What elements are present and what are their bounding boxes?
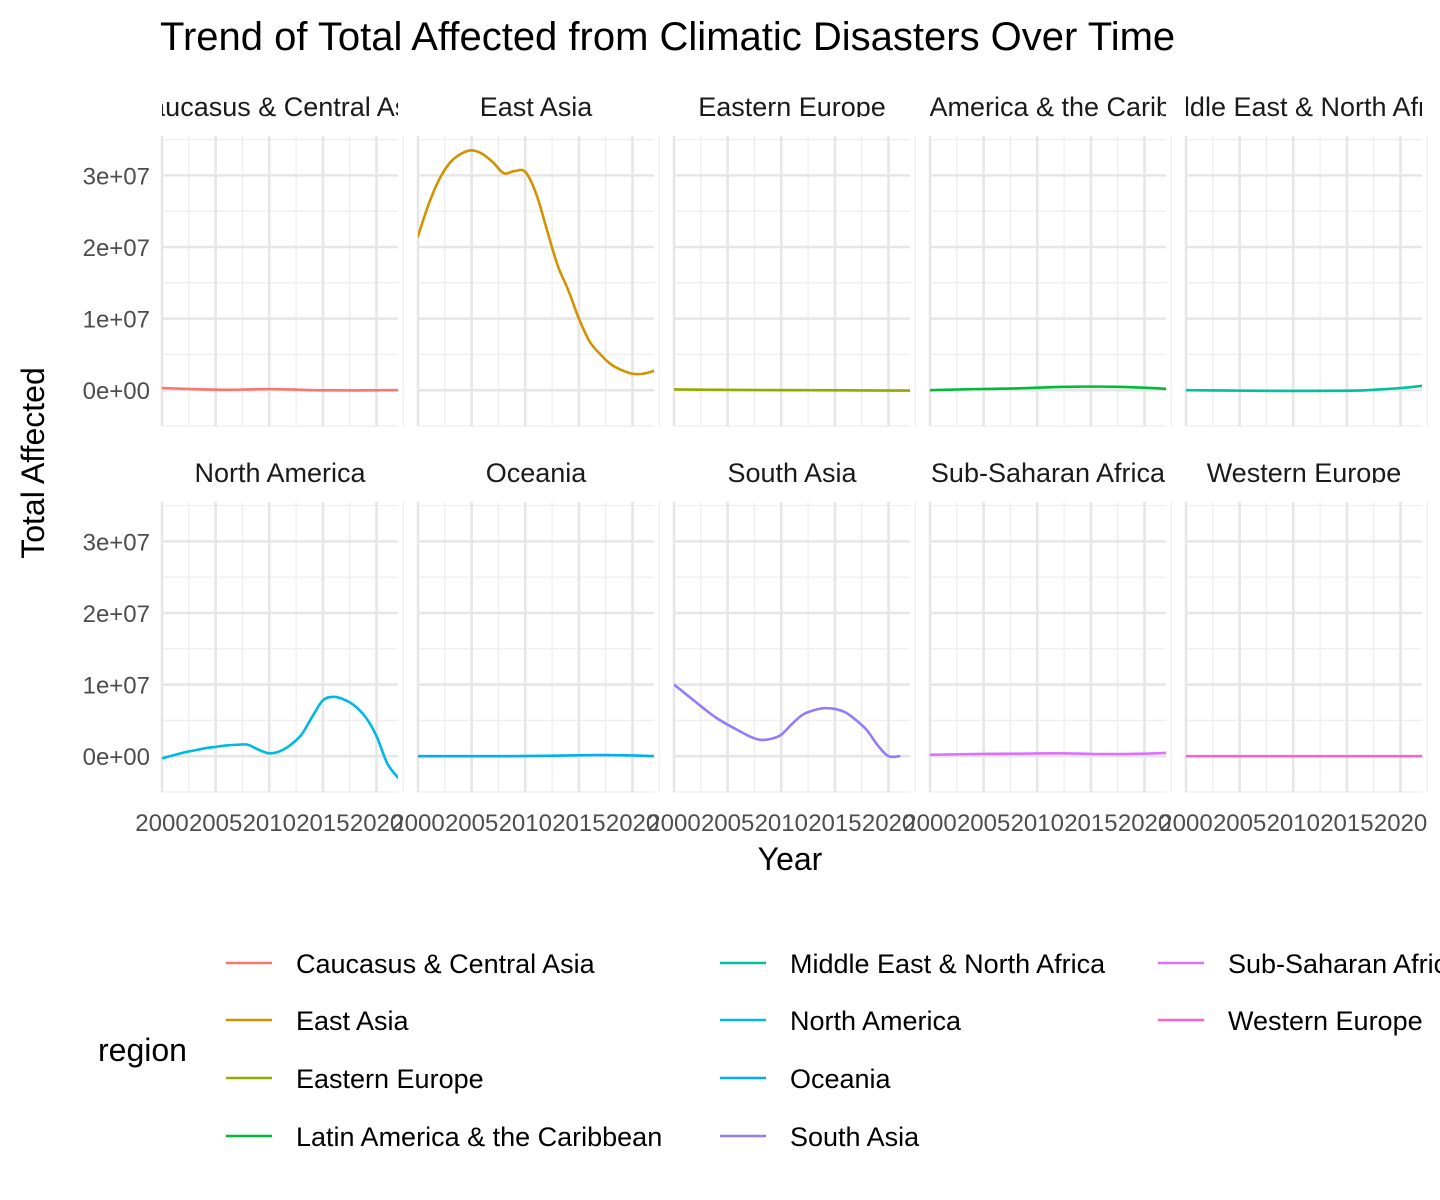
legend-label: Sub-Saharan Africa: [1228, 949, 1440, 979]
series-line: [418, 149, 654, 376]
legend-item: Oceania: [720, 1064, 892, 1094]
series-line: [930, 385, 1166, 392]
facet-strip-label: Western Europe: [1207, 458, 1402, 488]
y-tick-label: 2e+07: [83, 235, 150, 262]
facet-panel: Oceania 2000 2005 2010 2015 2020: [391, 458, 661, 837]
facet-strip-label: Oceania: [486, 458, 588, 488]
legend-label: Caucasus & Central Asia: [296, 949, 596, 979]
series-line: [162, 695, 398, 779]
x-tick-label: 2000: [1159, 810, 1212, 837]
x-tick-label: 2005: [189, 810, 242, 837]
series-line: [930, 751, 1166, 757]
x-tick-label: 2000: [391, 810, 444, 837]
x-tick-label: 2015: [552, 810, 605, 837]
legend-item: Caucasus & Central Asia: [226, 949, 596, 979]
series-line: [674, 683, 901, 759]
facet-panel: Western Europe 2000 2005 2010 2015 2020: [1159, 458, 1429, 837]
x-tick-label: 2015: [1064, 810, 1117, 837]
facet-panel: Latin America & the Caribbean: [865, 92, 1231, 427]
x-tick-label: 2005: [701, 810, 754, 837]
series-line: [418, 753, 654, 758]
facet-strip-label: Sub-Saharan Africa: [931, 458, 1166, 488]
x-tick-label: 2010: [243, 810, 296, 837]
x-tick-label: 2010: [499, 810, 552, 837]
y-tick-label: 2e+07: [83, 601, 150, 628]
x-tick-label: 2000: [647, 810, 700, 837]
x-tick-label: 2000: [135, 810, 188, 837]
facet-strip-label: Latin America & the Caribbean: [865, 92, 1231, 122]
y-tick-label: 3e+07: [83, 163, 150, 190]
legend-label: Middle East & North Africa: [790, 949, 1106, 979]
legend: region Caucasus & Central Asia East Asia E…: [98, 949, 1440, 1152]
facet-panel: Middle East & North Africa: [1146, 92, 1440, 427]
legend-item: Sub-Saharan Africa: [1158, 949, 1440, 979]
x-tick-label: 2005: [1213, 810, 1266, 837]
chart-title: Trend of Total Affected from Climatic Di…: [160, 15, 1175, 59]
x-tick-label: 2005: [445, 810, 498, 837]
y-tick-label: 0e+00: [83, 744, 150, 771]
legend-label: South Asia: [790, 1122, 920, 1152]
legend-item: Latin America & the Caribbean: [226, 1122, 662, 1152]
facet-strip-label: North America: [194, 458, 366, 488]
x-tick-label: 2010: [755, 810, 808, 837]
x-tick-label: 2015: [296, 810, 349, 837]
series-line: [674, 388, 910, 392]
facet-panel: South Asia 2000 2005 2010 2015 2020: [647, 458, 917, 837]
x-tick-label: 2015: [808, 810, 861, 837]
legend-item: North America: [720, 1006, 962, 1036]
y-tick-label: 1e+07: [83, 673, 150, 700]
facet-panel: East Asia: [416, 92, 661, 427]
facet-panel: North America 0e+00 1e+07 2e+07 3e+07 2000 200…: [83, 458, 405, 837]
facet-panel: Caucasus & Central Asia 0e+00 1e+07 2e+07 3e…: [83, 92, 431, 427]
facet-strip-label: Eastern Europe: [698, 92, 886, 122]
series-line: [1186, 384, 1422, 393]
legend-label: North America: [790, 1006, 962, 1036]
x-tick-label: 2010: [1011, 810, 1064, 837]
y-tick-label: 3e+07: [83, 529, 150, 556]
facet-panel: Sub-Saharan Africa 2000 2005 2010 2015 2020: [903, 458, 1173, 837]
x-tick-label: 2000: [903, 810, 956, 837]
series-line: [162, 386, 398, 392]
y-tick-label: 1e+07: [83, 307, 150, 334]
y-tick-label: 0e+00: [83, 378, 150, 405]
legend-label: Western Europe: [1228, 1006, 1423, 1036]
y-axis-title: Total Affected: [15, 367, 51, 559]
x-tick-label: 2020: [862, 810, 915, 837]
x-tick-label: 2015: [1320, 810, 1373, 837]
legend-item: East Asia: [226, 1006, 410, 1036]
facet-strip-label: Middle East & North Africa: [1146, 92, 1440, 122]
facet-panels: Caucasus & Central Asia 0e+00 1e+07 2e+07 3e…: [83, 92, 1440, 837]
legend-label: Oceania: [790, 1064, 892, 1094]
legend-item: Middle East & North Africa: [720, 949, 1106, 979]
legend-item: Eastern Europe: [226, 1064, 484, 1094]
legend-item: South Asia: [720, 1122, 920, 1152]
x-tick-label: 2020: [1374, 810, 1427, 837]
facet-strip-label: South Asia: [727, 458, 857, 488]
facet-strip-label: Caucasus & Central Asia: [131, 92, 431, 122]
x-tick-label: 2020: [606, 810, 659, 837]
facet-panel: Eastern Europe: [672, 92, 917, 427]
x-tick-label: 2020: [1118, 810, 1171, 837]
legend-title: region: [98, 1032, 187, 1068]
legend-label: Eastern Europe: [296, 1064, 484, 1094]
x-axis-title: Year: [758, 841, 823, 877]
legend-label: East Asia: [296, 1006, 410, 1036]
x-tick-label: 2020: [350, 810, 403, 837]
legend-label: Latin America & the Caribbean: [296, 1122, 662, 1152]
facet-strip-label: East Asia: [480, 92, 594, 122]
x-tick-label: 2010: [1267, 810, 1320, 837]
x-tick-label: 2005: [957, 810, 1010, 837]
legend-item: Western Europe: [1158, 1006, 1423, 1036]
